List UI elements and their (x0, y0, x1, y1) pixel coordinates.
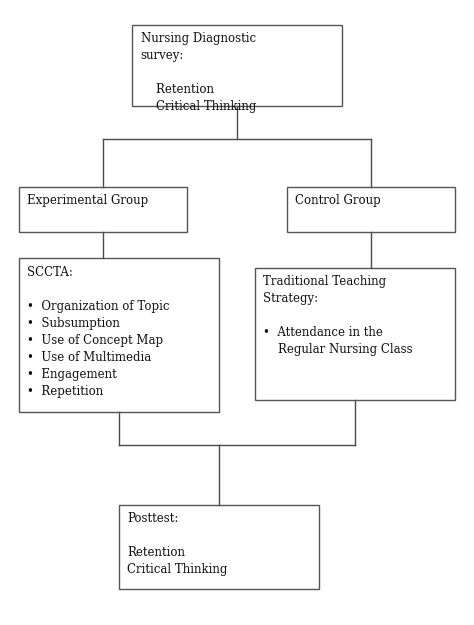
FancyBboxPatch shape (18, 259, 219, 411)
FancyBboxPatch shape (18, 186, 187, 231)
FancyBboxPatch shape (255, 268, 456, 399)
Text: Nursing Diagnostic
survey:

    Retention
    Critical Thinking: Nursing Diagnostic survey: Retention Cri… (140, 32, 256, 113)
FancyBboxPatch shape (118, 504, 319, 589)
FancyBboxPatch shape (287, 186, 456, 231)
Text: Traditional Teaching
Strategy:

•  Attendance in the
    Regular Nursing Class: Traditional Teaching Strategy: • Attenda… (264, 275, 413, 356)
Text: Control Group: Control Group (295, 194, 381, 208)
Text: SCCTA:

•  Organization of Topic
•  Subsumption
•  Use of Concept Map
•  Use of : SCCTA: • Organization of Topic • Subsump… (27, 266, 169, 398)
FancyBboxPatch shape (132, 24, 342, 106)
Text: Posttest:

Retention
Critical Thinking: Posttest: Retention Critical Thinking (127, 512, 227, 576)
Text: Experimental Group: Experimental Group (27, 194, 148, 208)
